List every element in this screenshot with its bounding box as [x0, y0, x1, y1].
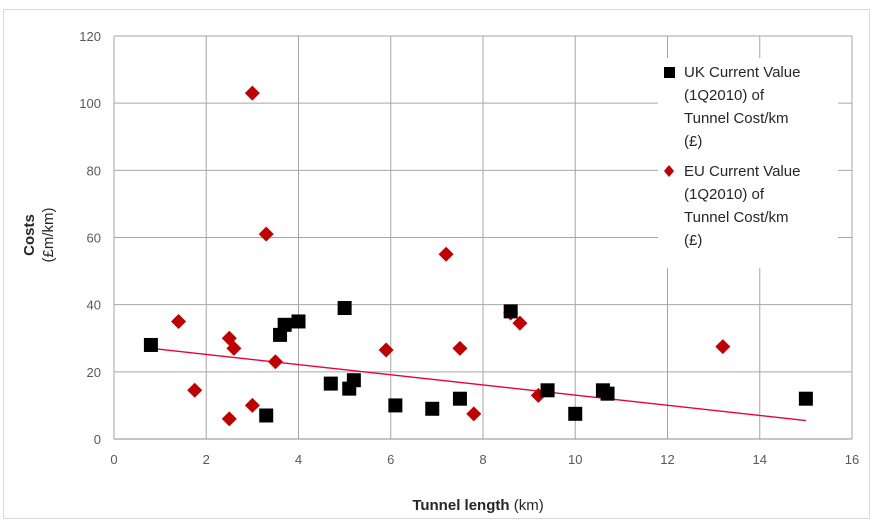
uk-point	[291, 314, 306, 329]
x-tick-label: 8	[479, 452, 486, 467]
uk-point	[337, 301, 352, 316]
legend-marker-uk	[664, 67, 675, 78]
eu-point	[466, 406, 482, 422]
x-axis-title-main: Tunnel length	[412, 497, 509, 514]
legend-uk-line-2: (1Q2010) of	[684, 87, 765, 104]
y-tick-label: 40	[87, 298, 101, 313]
y-tick-label: 100	[79, 96, 101, 111]
y-tick-label: 80	[87, 163, 101, 178]
y-tick-label: 0	[94, 432, 101, 447]
uk-point	[388, 398, 403, 413]
eu-point	[221, 411, 237, 427]
y-tick-label: 120	[79, 29, 101, 44]
eu-point	[715, 339, 731, 355]
y-axis-title: Costs (£m/km)	[21, 208, 57, 263]
eu-point	[512, 315, 528, 331]
uk-point	[540, 383, 555, 398]
y-tick-label: 20	[87, 365, 101, 380]
legend-label-eu: EU Current Value (1Q2010) of Tunnel Cost…	[684, 163, 805, 249]
chart-frame: 0 2 4 6 8 10 12 14 16 0 20 40 60 80 100 120 Tunnel leng…	[3, 9, 870, 519]
eu-point	[258, 226, 274, 242]
eu-point	[171, 313, 187, 329]
eu-point	[226, 340, 242, 356]
eu-point	[378, 342, 394, 358]
uk-point	[277, 317, 292, 332]
legend-eu-line-1: EU Current Value	[684, 163, 800, 180]
scatter-chart: 0 2 4 6 8 10 12 14 16 0 20 40 60 80 100 120 Tunnel leng…	[21, 29, 859, 514]
x-tick-label: 0	[110, 452, 117, 467]
x-tick-label: 4	[295, 452, 302, 467]
x-tick-label: 10	[568, 452, 582, 467]
uk-point	[452, 391, 467, 406]
eu-point	[267, 354, 283, 370]
eu-point	[187, 382, 203, 398]
uk-point	[425, 401, 440, 416]
legend-uk-line-4: (£)	[684, 133, 702, 150]
x-tick-label: 2	[203, 452, 210, 467]
x-tick-label: 14	[753, 452, 767, 467]
uk-point	[143, 337, 158, 352]
y-axis-title-unit: (£m/km)	[40, 208, 57, 263]
x-axis-title: Tunnel length (km)	[412, 497, 543, 514]
eu-point	[244, 85, 260, 101]
legend-uk-line-3: Tunnel Cost/km	[684, 110, 788, 127]
uk-point	[600, 386, 615, 401]
y-tick-label: 60	[87, 231, 101, 246]
eu-point	[438, 246, 454, 262]
legend-uk-line-1: UK Current Value	[684, 64, 800, 81]
uk-point	[568, 406, 583, 421]
uk-point	[323, 376, 338, 391]
uk-point	[259, 408, 274, 423]
legend-eu-line-4: (£)	[684, 232, 702, 249]
x-tick-label: 6	[387, 452, 394, 467]
x-tick-label: 16	[845, 452, 859, 467]
uk-point	[798, 391, 813, 406]
x-tick-label: 12	[660, 452, 674, 467]
uk-point	[346, 373, 361, 388]
legend-eu-line-3: Tunnel Cost/km	[684, 209, 788, 226]
trendline	[150, 347, 806, 422]
axis-ticks: 0 2 4 6 8 10 12 14 16 0 20 40 60 80 100 120	[79, 29, 859, 467]
trendline-layer	[150, 347, 806, 422]
legend-label-uk: UK Current Value (1Q2010) of Tunnel Cost…	[684, 64, 805, 150]
legend-eu-line-2: (1Q2010) of	[684, 186, 765, 203]
legend-box	[658, 58, 838, 268]
uk-point	[503, 304, 518, 319]
legend-marker-eu	[664, 165, 674, 177]
eu-point	[244, 397, 260, 413]
legend: UK Current Value (1Q2010) of Tunnel Cost…	[658, 58, 838, 268]
x-axis-title-unit: (km)	[510, 497, 544, 514]
eu-point	[452, 340, 468, 356]
data-points	[143, 85, 813, 427]
y-axis-title-main: Costs	[21, 214, 38, 256]
